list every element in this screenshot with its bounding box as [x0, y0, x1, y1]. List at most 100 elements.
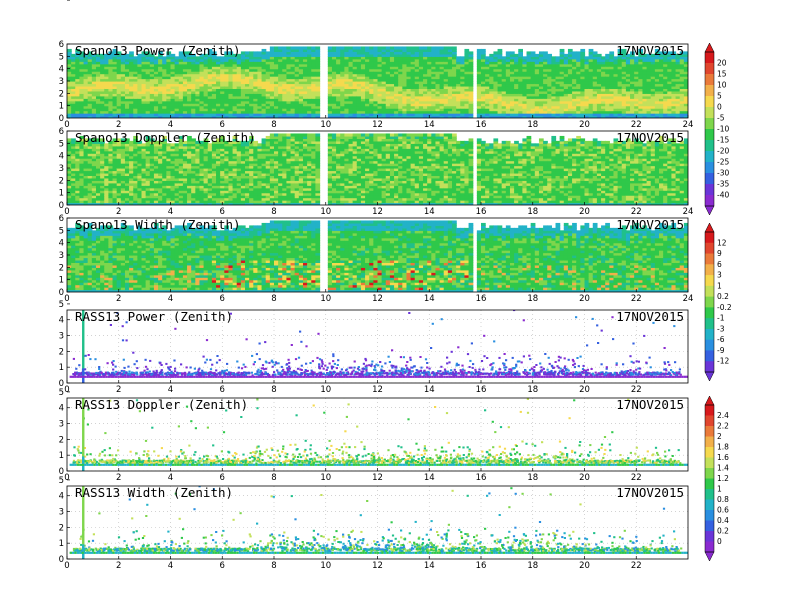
heatmap-cell: [634, 103, 639, 107]
heatmap-cell: [195, 113, 201, 117]
heatmap-cell: [572, 66, 577, 70]
heatmap-cell: [145, 192, 151, 196]
heatmap-cell: [71, 105, 76, 109]
heatmap-cell: [526, 73, 532, 77]
heatmap-cell: [75, 71, 81, 75]
heatmap-cell: [534, 100, 540, 104]
heatmap-cell: [145, 180, 151, 184]
heatmap-cell: [290, 98, 296, 102]
heatmap-cell: [563, 68, 569, 72]
heatmap-cell: [336, 90, 341, 94]
heatmap-cell: [302, 90, 308, 94]
heatmap-cell: [261, 63, 267, 67]
heatmap-cell: [269, 103, 275, 107]
heatmap-cell: [522, 88, 528, 92]
heatmap-cell: [543, 66, 548, 70]
heatmap-cell: [153, 93, 159, 97]
heatmap-cell: [435, 113, 441, 117]
heatmap-cell: [224, 105, 230, 109]
heatmap-cell: [129, 160, 134, 164]
heatmap-cell: [427, 90, 432, 94]
heatmap-cell: [365, 78, 370, 82]
heatmap-cell: [187, 150, 192, 154]
heatmap-cell: [158, 115, 163, 118]
heatmap-cell: [543, 76, 548, 80]
heatmap-cell: [551, 81, 557, 85]
colorbar-label: 10: [717, 81, 727, 90]
heatmap-cell: [91, 138, 97, 142]
heatmap-cell: [584, 66, 590, 70]
heatmap-cell: [211, 56, 217, 60]
heatmap-cell: [253, 115, 259, 118]
heatmap-cell: [423, 90, 428, 94]
heatmap-cell: [659, 66, 664, 70]
heatmap-cell: [195, 168, 201, 172]
heatmap-cell: [298, 98, 304, 102]
heatmap-cell: [75, 51, 81, 55]
heatmap-cell: [211, 90, 217, 94]
heatmap-cell: [605, 113, 610, 117]
heatmap-cell: [166, 115, 172, 118]
heatmap-cell: [427, 61, 432, 65]
heatmap-cell: [596, 100, 602, 104]
heatmap-cell: [481, 53, 486, 57]
heatmap-cell: [149, 53, 155, 57]
heatmap-cell: [559, 58, 565, 62]
heatmap-cell: [381, 83, 387, 87]
heatmap-cell: [385, 48, 391, 52]
heatmap-cell: [464, 100, 470, 104]
heatmap-cell: [83, 115, 89, 118]
heatmap-cell: [646, 100, 652, 104]
heatmap-cell: [377, 110, 383, 114]
heatmap-cell: [373, 51, 379, 55]
heatmap-cell: [315, 100, 321, 104]
heatmap-cell: [423, 100, 428, 104]
heatmap-cell: [352, 103, 358, 107]
heatmap-cell: [158, 81, 163, 85]
heatmap-cell: [369, 88, 374, 92]
heatmap-cell: [505, 93, 511, 97]
heatmap-cell: [199, 66, 205, 70]
heatmap-cell: [216, 88, 221, 92]
heatmap-cell: [120, 108, 126, 112]
heatmap-cell: [149, 56, 155, 60]
heatmap-cell: [216, 76, 221, 80]
heatmap-cell: [659, 113, 664, 117]
heatmap-cell: [369, 76, 374, 80]
heatmap-cell: [563, 61, 569, 65]
heatmap-cell: [592, 83, 598, 87]
heatmap-cell: [683, 110, 688, 114]
heatmap-cell: [100, 175, 105, 179]
heatmap-cell: [108, 113, 114, 117]
heatmap-cell: [83, 81, 89, 85]
heatmap-cell: [547, 73, 552, 77]
heatmap-cell: [410, 48, 416, 52]
heatmap-cell: [369, 105, 374, 109]
heatmap-cell: [108, 105, 114, 109]
heatmap-cell: [170, 143, 176, 147]
heatmap-cell: [464, 48, 470, 52]
heatmap-cell: [240, 58, 246, 62]
heatmap-cell: [377, 105, 383, 109]
heatmap-cell: [344, 110, 350, 114]
heatmap-cell: [489, 85, 495, 89]
heatmap-cell: [162, 71, 167, 75]
heatmap-cell: [613, 76, 619, 80]
heatmap-cell: [530, 110, 536, 114]
heatmap-cell: [452, 61, 457, 65]
heatmap-cell: [249, 100, 254, 104]
heatmap-cell: [344, 108, 350, 112]
heatmap-cell: [567, 56, 573, 60]
heatmap-cell: [509, 58, 515, 62]
heatmap-cell: [522, 73, 528, 77]
heatmap-cell: [530, 100, 536, 104]
heatmap-cell: [398, 113, 403, 117]
heatmap-cell: [116, 140, 122, 144]
heatmap-cell: [588, 90, 594, 94]
heatmap-cell: [141, 51, 147, 55]
x-tick-label: 14: [424, 120, 435, 130]
heatmap-cell: [522, 76, 528, 80]
heatmap-cell: [327, 61, 333, 65]
heatmap-cell: [410, 78, 416, 82]
heatmap-cell: [563, 103, 569, 107]
